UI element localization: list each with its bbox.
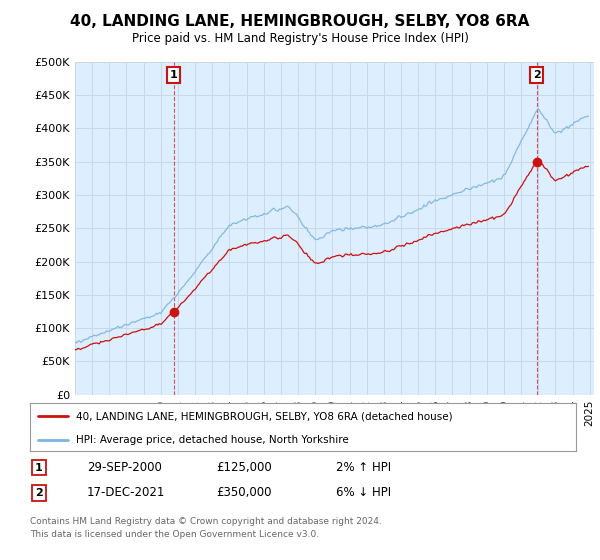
Text: 2% ↑ HPI: 2% ↑ HPI bbox=[336, 461, 391, 474]
Text: 6% ↓ HPI: 6% ↓ HPI bbox=[336, 486, 391, 500]
Text: 1: 1 bbox=[170, 70, 178, 80]
Text: Price paid vs. HM Land Registry's House Price Index (HPI): Price paid vs. HM Land Registry's House … bbox=[131, 32, 469, 45]
Text: 40, LANDING LANE, HEMINGBROUGH, SELBY, YO8 6RA: 40, LANDING LANE, HEMINGBROUGH, SELBY, Y… bbox=[70, 14, 530, 29]
Text: Contains HM Land Registry data © Crown copyright and database right 2024.: Contains HM Land Registry data © Crown c… bbox=[30, 517, 382, 526]
Text: £125,000: £125,000 bbox=[216, 461, 272, 474]
Text: 40, LANDING LANE, HEMINGBROUGH, SELBY, YO8 6RA (detached house): 40, LANDING LANE, HEMINGBROUGH, SELBY, Y… bbox=[76, 411, 453, 421]
Text: £350,000: £350,000 bbox=[216, 486, 271, 500]
Text: 2: 2 bbox=[533, 70, 541, 80]
Text: 29-SEP-2000: 29-SEP-2000 bbox=[87, 461, 162, 474]
Text: HPI: Average price, detached house, North Yorkshire: HPI: Average price, detached house, Nort… bbox=[76, 435, 349, 445]
Text: 2: 2 bbox=[35, 488, 43, 498]
Text: 17-DEC-2021: 17-DEC-2021 bbox=[87, 486, 166, 500]
Text: This data is licensed under the Open Government Licence v3.0.: This data is licensed under the Open Gov… bbox=[30, 530, 319, 539]
Text: 1: 1 bbox=[35, 463, 43, 473]
